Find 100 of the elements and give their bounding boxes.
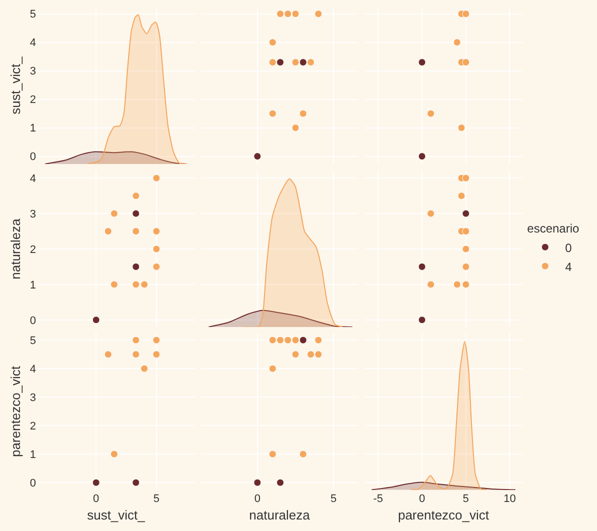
point xyxy=(418,58,426,66)
y-tick-label: 4 xyxy=(30,172,36,185)
point xyxy=(152,350,160,358)
y-tick-label: 2 xyxy=(30,94,36,106)
point xyxy=(458,124,466,132)
point xyxy=(284,336,292,344)
point xyxy=(462,58,470,66)
point xyxy=(307,350,314,358)
point xyxy=(140,280,148,288)
point xyxy=(132,478,140,486)
point xyxy=(152,262,160,270)
point xyxy=(268,336,276,344)
point xyxy=(462,245,470,253)
y-axis-title: parentezco_vict xyxy=(8,366,23,458)
y-tick-label: 1 xyxy=(30,448,36,461)
point xyxy=(276,336,284,344)
point xyxy=(292,58,300,66)
point xyxy=(462,228,470,236)
point xyxy=(254,478,262,486)
point xyxy=(152,245,160,253)
point xyxy=(132,228,140,236)
point xyxy=(299,336,307,344)
point xyxy=(284,10,292,18)
x-tick-label: 10 xyxy=(504,493,516,505)
y-axis-title: sust_vict_ xyxy=(8,56,23,114)
y-tick-label: 2 xyxy=(30,420,36,432)
point xyxy=(110,210,118,218)
point xyxy=(299,110,307,118)
y-tick-label: 3 xyxy=(30,392,36,404)
y-tick-label: 2 xyxy=(30,244,36,256)
point xyxy=(453,38,461,46)
point xyxy=(132,262,140,270)
x-tick-label: 0 xyxy=(93,493,100,505)
y-tick-label: 1 xyxy=(30,122,36,135)
x-tick-label: 5 xyxy=(153,493,160,505)
legend-title: escenario xyxy=(527,222,580,236)
x-tick-label: -5 xyxy=(373,493,384,505)
legend-label: 0 xyxy=(565,240,572,255)
x-axis-title: sust_vict_ xyxy=(87,508,146,523)
point xyxy=(453,280,461,288)
point xyxy=(268,38,276,46)
point xyxy=(427,110,435,118)
point xyxy=(418,152,426,160)
point xyxy=(254,152,262,160)
point xyxy=(307,58,314,66)
point xyxy=(152,228,160,236)
y-tick-label: 4 xyxy=(30,363,36,376)
point xyxy=(427,280,435,288)
point xyxy=(132,210,140,218)
point xyxy=(152,336,160,344)
point xyxy=(92,478,100,486)
point xyxy=(268,364,276,372)
point xyxy=(314,336,322,344)
point xyxy=(462,10,470,18)
point xyxy=(299,58,307,66)
y-tick-label: 3 xyxy=(30,66,36,78)
point xyxy=(268,450,276,458)
point xyxy=(314,10,322,18)
point xyxy=(276,478,284,486)
y-tick-label: 0 xyxy=(30,314,36,327)
point xyxy=(92,316,100,324)
point xyxy=(268,58,276,66)
x-axis-title: parentezco_vict xyxy=(398,508,490,523)
x-tick-label: 0 xyxy=(418,493,426,505)
point xyxy=(292,336,300,344)
point xyxy=(104,350,112,358)
y-axis-title: naturaleza xyxy=(8,218,23,280)
x-tick-label: 0 xyxy=(254,493,260,505)
point xyxy=(268,110,276,118)
point xyxy=(132,192,140,200)
point xyxy=(462,262,470,270)
point xyxy=(462,210,470,218)
point xyxy=(152,174,160,182)
point xyxy=(418,262,426,270)
point xyxy=(132,280,140,288)
point xyxy=(276,10,284,18)
legend-label: 4 xyxy=(565,260,572,274)
point xyxy=(276,58,284,66)
y-tick-label: 3 xyxy=(30,208,36,220)
y-tick-label: 0 xyxy=(30,151,36,164)
y-tick-label: 5 xyxy=(30,334,36,347)
point xyxy=(132,350,140,358)
point xyxy=(110,450,118,458)
y-tick-label: 1 xyxy=(30,279,36,292)
point xyxy=(140,364,148,372)
point xyxy=(292,10,300,18)
y-tick-label: 5 xyxy=(30,8,36,21)
point xyxy=(462,280,470,288)
point xyxy=(418,316,426,324)
point xyxy=(292,124,300,132)
point xyxy=(132,336,140,344)
point xyxy=(462,174,470,182)
y-tick-label: 0 xyxy=(30,477,36,490)
point xyxy=(299,450,307,458)
x-axis-title: naturaleza xyxy=(249,508,311,523)
point xyxy=(314,350,322,358)
y-tick-label: 4 xyxy=(30,37,36,50)
x-tick-label: 5 xyxy=(330,493,337,505)
point xyxy=(427,210,435,218)
point xyxy=(104,228,112,236)
